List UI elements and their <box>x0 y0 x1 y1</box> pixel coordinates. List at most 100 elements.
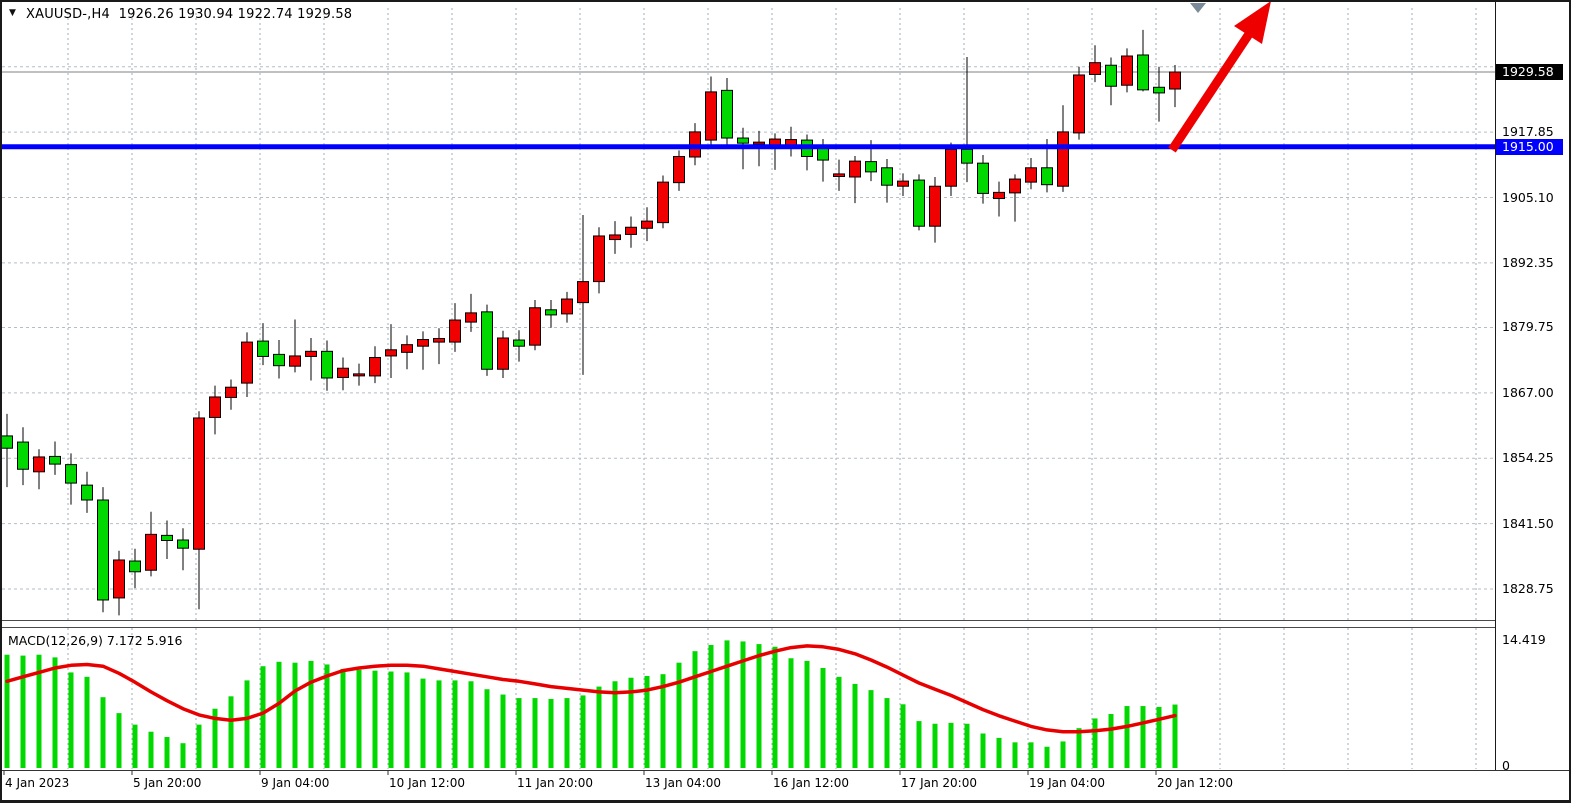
candle-body <box>657 181 669 224</box>
macd-indicator-label: MACD(12,26,9) 7.172 5.916 <box>8 633 183 648</box>
macd-bar <box>196 724 202 768</box>
candle-bull <box>465 293 477 332</box>
candle-body <box>1153 86 1165 94</box>
macd-bar <box>244 680 250 768</box>
symbol-dropdown-icon[interactable]: ▼ <box>9 8 16 18</box>
macd-bar <box>964 723 970 768</box>
candle-body <box>865 161 877 173</box>
time-axis-label: 16 Jan 12:00 <box>773 776 849 790</box>
candle-bull <box>705 76 717 147</box>
macd-bar <box>52 657 58 768</box>
candle-body <box>705 91 717 141</box>
macd-bar <box>20 655 26 768</box>
candle-body <box>1041 167 1053 186</box>
candle-body <box>161 534 173 542</box>
macd-bar <box>276 661 282 768</box>
trend-arrow-head[interactable] <box>1234 1 1271 44</box>
price-axis-label: 1854.25 <box>1502 450 1554 466</box>
candle-body <box>1121 55 1133 86</box>
macd-bar <box>1044 746 1050 768</box>
candle-body <box>1073 74 1085 134</box>
candle-body <box>721 89 733 139</box>
candle-bear <box>257 323 269 366</box>
candle-body <box>1169 71 1181 90</box>
macd-bar <box>516 698 522 768</box>
candle-body <box>993 191 1005 200</box>
candle-bull <box>593 227 605 294</box>
candle-bear <box>273 340 285 379</box>
window-border-top <box>0 0 1571 2</box>
time-axis-label: 4 Jan 2023 <box>5 776 70 790</box>
macd-bar <box>1140 706 1146 768</box>
candle-bull <box>577 214 589 375</box>
price-axis-label: 1917.85 <box>1502 124 1554 140</box>
candle-bear <box>1105 57 1117 106</box>
candle-body <box>145 533 157 571</box>
macd-bar <box>996 737 1002 768</box>
candle-body <box>17 441 29 470</box>
macd-bar <box>84 676 90 768</box>
candle-bull <box>241 332 253 397</box>
candle-bull <box>673 150 685 191</box>
candle-body <box>65 464 77 484</box>
price-axis-label: 1867.00 <box>1502 384 1554 400</box>
macd-bar <box>164 737 170 768</box>
macd-bar <box>740 641 746 768</box>
macd-bar <box>1156 706 1162 768</box>
candle-body <box>465 312 477 323</box>
candle-bear <box>1153 66 1165 122</box>
candle-bull <box>145 511 157 577</box>
macd-bar <box>308 660 314 768</box>
macd-bar <box>1060 741 1066 768</box>
price-axis-divider <box>1495 2 1496 770</box>
window-border-bottom <box>0 800 1571 803</box>
down-triangle-marker[interactable] <box>1190 3 1206 13</box>
candle-body <box>577 281 589 304</box>
symbol-period-label: XAUUSD-,H4 <box>26 7 110 22</box>
macd-bar <box>420 678 426 768</box>
candle-bull <box>945 142 957 196</box>
candle-body <box>881 167 893 186</box>
price-axis-label: 1892.35 <box>1502 254 1554 270</box>
price-axis-label: 1905.10 <box>1502 189 1554 205</box>
window-border-left <box>0 0 2 803</box>
candle-bear <box>961 57 973 183</box>
candle-body <box>1089 62 1101 75</box>
macd-histogram <box>4 640 1178 768</box>
macd-bar <box>68 672 74 768</box>
trend-arrow[interactable] <box>1168 1 1271 153</box>
candle-bull <box>433 328 445 365</box>
candle-bull <box>1009 174 1021 222</box>
candle-body <box>417 339 429 347</box>
price-axis-label: 1828.75 <box>1502 580 1554 596</box>
candle-body <box>1 435 13 449</box>
macd-bar <box>612 681 618 768</box>
macd-bar <box>900 704 906 768</box>
candle-bull <box>833 159 845 191</box>
time-axis-label: 11 Jan 20:00 <box>517 776 593 790</box>
candle-body <box>753 141 765 145</box>
macd-axis-max-label: 14.419 <box>1502 632 1546 648</box>
macd-bar <box>1076 728 1082 768</box>
candle-bull <box>289 319 301 373</box>
candle-body <box>273 353 285 367</box>
hline-price-tag[interactable]: 1915.00 <box>1496 138 1563 155</box>
macd-bar <box>884 698 890 768</box>
candle-body <box>497 337 509 370</box>
candle-body <box>641 220 653 229</box>
pane-separator-top[interactable] <box>2 620 1495 621</box>
time-axis-label: 20 Jan 12:00 <box>1157 776 1233 790</box>
trend-arrow-shaft[interactable] <box>1168 31 1253 153</box>
macd-bar <box>772 646 778 768</box>
candle-body <box>1137 54 1149 91</box>
pane-separator-bottom[interactable] <box>2 627 1495 628</box>
candle-bear <box>97 487 109 613</box>
candle-body <box>193 417 205 550</box>
candle-bull <box>993 181 1005 217</box>
candle-body <box>97 499 109 601</box>
candle-body <box>385 349 397 357</box>
candle-body <box>561 298 573 315</box>
chart-header: XAUUSD-,H4 1926.26 1930.94 1922.74 1929.… <box>26 7 352 22</box>
header-spacer <box>110 7 119 22</box>
